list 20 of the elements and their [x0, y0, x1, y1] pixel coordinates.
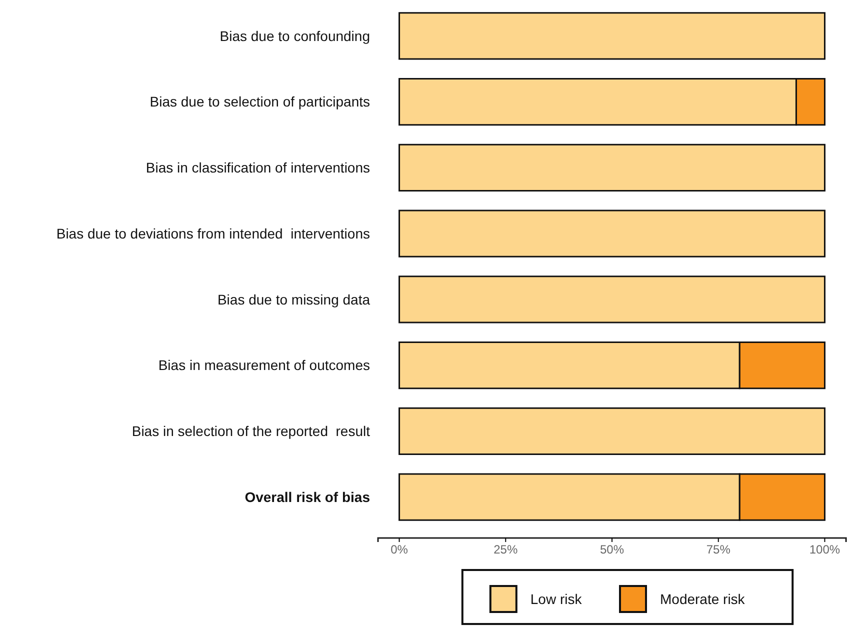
y-tick-label: Overall risk of bias — [244, 488, 370, 505]
x-tick-label: 50% — [600, 542, 624, 557]
y-tick-label: Bias in classification of interventions — [146, 160, 370, 176]
y-tick-label: Bias due to confounding — [220, 28, 370, 44]
bar — [398, 210, 826, 258]
y-tick-label: Bias due to deviations from intended interventions — [56, 225, 370, 242]
x-tick-label: 25% — [494, 542, 518, 557]
bar — [398, 276, 826, 324]
x-tick-label: 75% — [706, 542, 731, 557]
y-tick-label: Bias due to missing data — [217, 291, 370, 308]
bar — [398, 144, 826, 192]
x-tick-label: 0% — [390, 542, 408, 557]
bar — [398, 407, 826, 455]
legend-label: Moderate risk — [660, 590, 746, 607]
bar — [398, 12, 826, 60]
x-tick-label: 100% — [809, 542, 840, 557]
y-tick-label: Bias in measurement of outcomes — [158, 357, 370, 374]
y-tick-label: Bias in selection of the reported result — [132, 423, 370, 440]
legend-label: Low risk — [530, 590, 583, 607]
y-tick-label: Bias due to selection of participants — [150, 94, 370, 110]
